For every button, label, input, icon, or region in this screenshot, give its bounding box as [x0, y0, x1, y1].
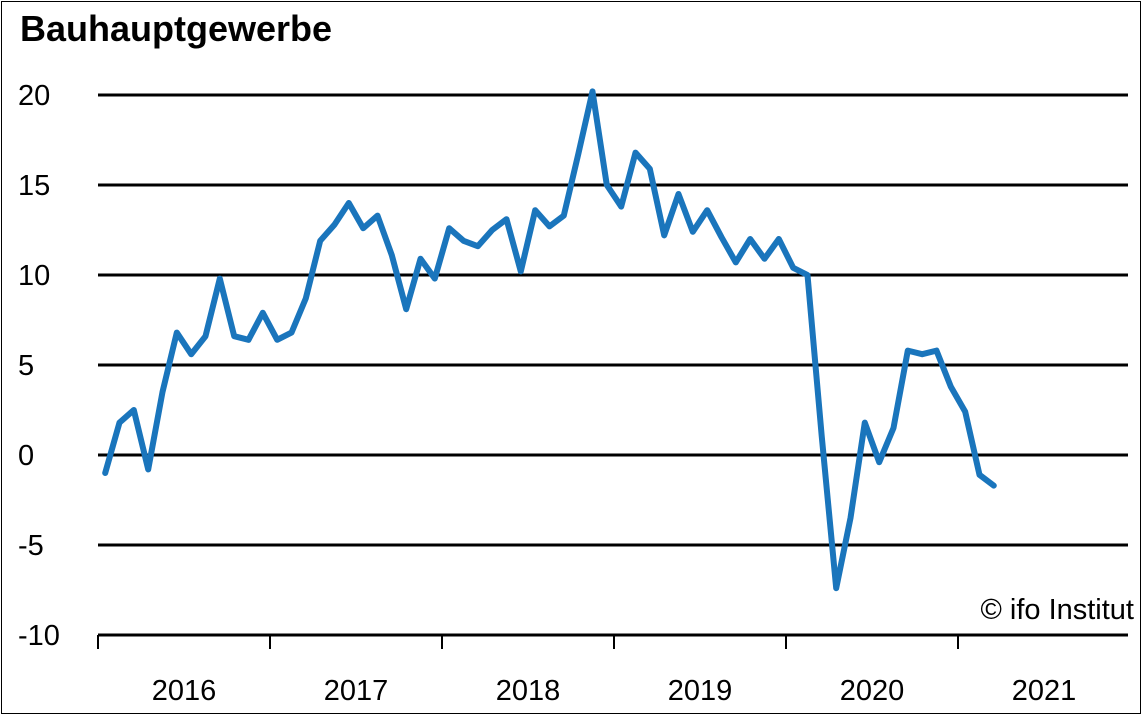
x-tick-label-2017: 2017: [324, 675, 389, 707]
x-tick-label-2021: 2021: [1012, 675, 1077, 707]
y-tick-labels: 20 15 10 5 0 -5 -10: [18, 80, 60, 652]
series-group: [102, 88, 997, 592]
gridlines: [98, 93, 1128, 547]
x-axis: [97, 633, 1128, 649]
chart-title: Bauhauptgewerbe: [20, 8, 333, 49]
y-tick-label-4: 0: [18, 440, 34, 472]
series-line-0: [102, 88, 997, 592]
y-tick-label-2: 10: [18, 260, 50, 292]
x-tick-label-2018: 2018: [496, 675, 561, 707]
copyright-label: © ifo Institut: [980, 594, 1134, 626]
y-tick-label-5: -5: [18, 530, 44, 562]
y-tick-label-1: 15: [18, 170, 50, 202]
x-tick-label-2019: 2019: [668, 675, 733, 707]
y-tick-label-6: -10: [18, 620, 60, 652]
x-tick-label-2016: 2016: [152, 675, 217, 707]
y-tick-label-0: 20: [18, 80, 50, 112]
x-tick-labels: 2016 2017 2018 2019 2020 2021: [152, 675, 1077, 707]
y-tick-label-3: 5: [18, 350, 34, 382]
x-tick-label-2020: 2020: [840, 675, 905, 707]
